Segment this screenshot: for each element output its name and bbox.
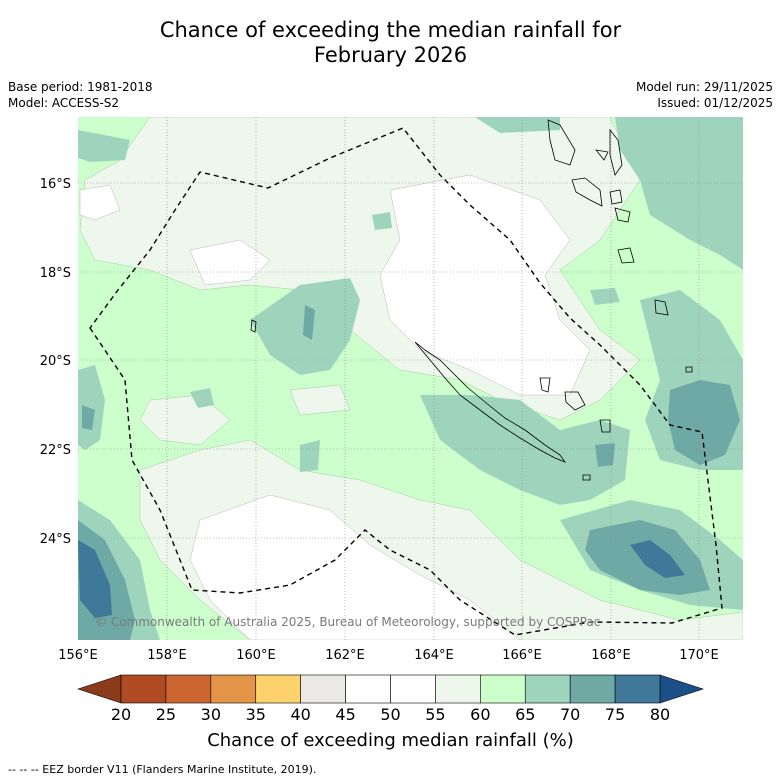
colorbar-cell (300, 674, 346, 704)
contour-65-70-n (475, 117, 560, 133)
loyalty-island-1 (564, 391, 586, 411)
colorbar-tick-label: 70 (560, 705, 580, 724)
lat-label: 20°S (40, 354, 71, 369)
island-5 (609, 189, 623, 205)
contour-65-70-dot3 (590, 288, 620, 305)
lat-label: 22°S (40, 443, 71, 458)
colorbar-cell (120, 674, 167, 704)
contour-65-70-ne (615, 117, 743, 270)
contour-65-70-dot2 (190, 388, 214, 408)
lon-label: 166°E (502, 648, 542, 663)
contour-65-70-west (78, 365, 105, 450)
colorbar-tick-label: 25 (156, 705, 176, 724)
colorbar-cell (255, 674, 301, 704)
chart-title: Chance of exceeding the median rainfall … (0, 18, 781, 68)
colorbar-tick-label: 45 (335, 705, 355, 724)
lon-label: 164°E (414, 648, 454, 663)
islet-1 (582, 474, 591, 481)
lat-label: 16°S (40, 177, 71, 192)
colorbar-cell (165, 674, 212, 704)
meta-right: Model run: 29/11/2025 Issued: 01/12/2025 (636, 79, 773, 111)
lat-label: 24°S (40, 532, 71, 547)
title-line-2: February 2026 (313, 43, 468, 67)
model-run: Model run: 29/11/2025 (635, 80, 773, 94)
colorbar-tick-label: 50 (380, 705, 400, 724)
lon-label: 168°E (591, 648, 631, 663)
model-name: Model: ACCESS-S2 (8, 96, 120, 110)
colorbar-tick-label: 20 (111, 705, 131, 724)
colorbar-tick-label: 55 (425, 705, 445, 724)
copyright-text: © Commonwealth of Australia 2025, Bureau… (95, 615, 600, 629)
colorbar-cell (390, 674, 436, 704)
contour-50-55-west (189, 239, 271, 286)
contour-50-55-south (189, 494, 521, 640)
contour-65-70-nw (78, 130, 130, 162)
contour-65-70-dot1 (300, 440, 320, 472)
base-period: Base period: 1981-2018 (8, 80, 153, 94)
map-plot-area (78, 117, 743, 640)
contour-50-55-small (79, 184, 121, 221)
colorbar-left-arrow (77, 674, 122, 704)
contour-70-75-east (668, 380, 740, 465)
contour-75-80-sw (78, 540, 112, 618)
island-7 (617, 247, 635, 264)
contour-70-75-west (82, 405, 95, 430)
lat-label: 18°S (40, 266, 71, 281)
island-3 (609, 128, 623, 176)
loyalty-island-3 (599, 419, 611, 433)
colorbar-tick-label: 75 (605, 705, 625, 724)
colorbar-tick-label: 40 (290, 705, 310, 724)
colorbar-tick-label: 30 (201, 705, 221, 724)
contour-70-75-dot (595, 443, 615, 467)
contour-75-80-se (630, 540, 685, 578)
lon-label: 170°E (679, 648, 719, 663)
colorbar-title: Chance of exceeding median rainfall (%) (207, 730, 574, 751)
colorbar-tick-label: 80 (650, 705, 670, 724)
islet-2 (685, 366, 693, 373)
eez-footnote: -- -- -- EEZ border V11 (Flanders Marine… (8, 763, 317, 776)
contour-65-70-nc (420, 395, 630, 505)
new-caledonia-coast (414, 341, 567, 463)
colorbar-cell (435, 674, 481, 704)
colorbar-cell (210, 674, 257, 704)
colorbar-cell (345, 674, 391, 704)
colorbar-tick-label: 35 (246, 705, 266, 724)
colorbar-cell (569, 674, 616, 704)
lon-label: 162°E (325, 648, 365, 663)
lon-label: 158°E (147, 648, 187, 663)
meta-left: Base period: 1981-2018 Model: ACCESS-S2 (8, 79, 153, 111)
colorbar-cell (480, 674, 526, 704)
contour-55-60-small (289, 384, 351, 416)
island-1 (547, 119, 576, 166)
colorbar: 20 25 30 35 40 45 50 55 60 65 70 75 80 (77, 674, 704, 724)
island-4 (595, 149, 609, 161)
lat-labels: 16°S 18°S 20°S 22°S 24°S (40, 177, 71, 547)
graticule (78, 117, 743, 640)
colorbar-tick-label: 65 (515, 705, 535, 724)
island-8 (654, 299, 669, 316)
colorbar-tick-label: 60 (470, 705, 490, 724)
eez-border (89, 127, 723, 636)
lon-label: 160°E (236, 648, 276, 663)
colorbar-cell (614, 674, 661, 704)
colorbar-cell (524, 674, 571, 704)
loyalty-island-2 (539, 377, 551, 393)
lon-labels: 156°E 158°E 160°E 162°E 164°E 166°E 168°… (58, 648, 719, 663)
coastlines (250, 119, 693, 481)
title-line-1: Chance of exceeding the median rainfall … (159, 18, 622, 42)
colorbar-right-arrow (659, 674, 704, 704)
contour-50-55-north (379, 174, 591, 396)
lon-label: 156°E (58, 648, 98, 663)
issued-date: Issued: 01/12/2025 (657, 96, 773, 110)
contour-65-70-dot4 (372, 212, 392, 230)
contour-70-75-central (303, 305, 315, 340)
island-2 (571, 177, 603, 207)
island-6 (614, 207, 631, 223)
islet-3 (250, 319, 257, 333)
